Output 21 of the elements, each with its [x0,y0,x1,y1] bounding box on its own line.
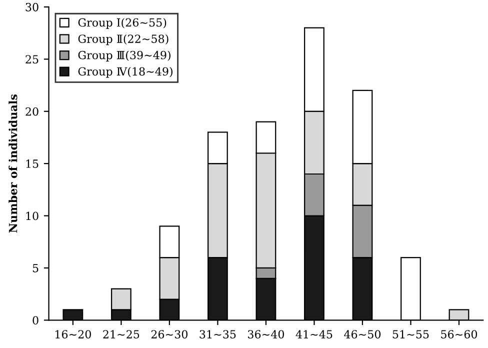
x-tick-label: 56~60 [441,330,478,338]
legend-label: Group Ⅱ(22~58) [78,34,168,46]
y-tick-label: 10 [26,212,38,220]
x-tick-label: 41~45 [296,330,332,338]
x-tick-label: 16~20 [55,330,91,338]
x-tick-label: 21~25 [103,330,140,338]
legend-label: Group Ⅲ(39~49) [78,50,170,62]
x-tick-label: 31~35 [200,330,236,338]
y-tick-label: 5 [32,264,38,272]
y-tick-label: 25 [26,55,38,64]
y-tick-label: 0 [32,316,38,325]
y-tick-label: 15 [26,160,38,168]
x-tick-label: 36~40 [248,330,284,338]
legend-label: Group Ⅰ(26~55) [78,18,166,29]
legend-label: Group Ⅳ(18~49) [78,67,172,78]
x-tick-label: 26~30 [151,330,188,338]
x-tick-label: 51~55 [392,330,429,338]
x-tick-label: 46~50 [344,330,381,338]
y-tick-label: 20 [26,107,38,116]
y-axis-title: Number of individuals [8,94,18,233]
y-tick-label: 30 [26,2,38,12]
